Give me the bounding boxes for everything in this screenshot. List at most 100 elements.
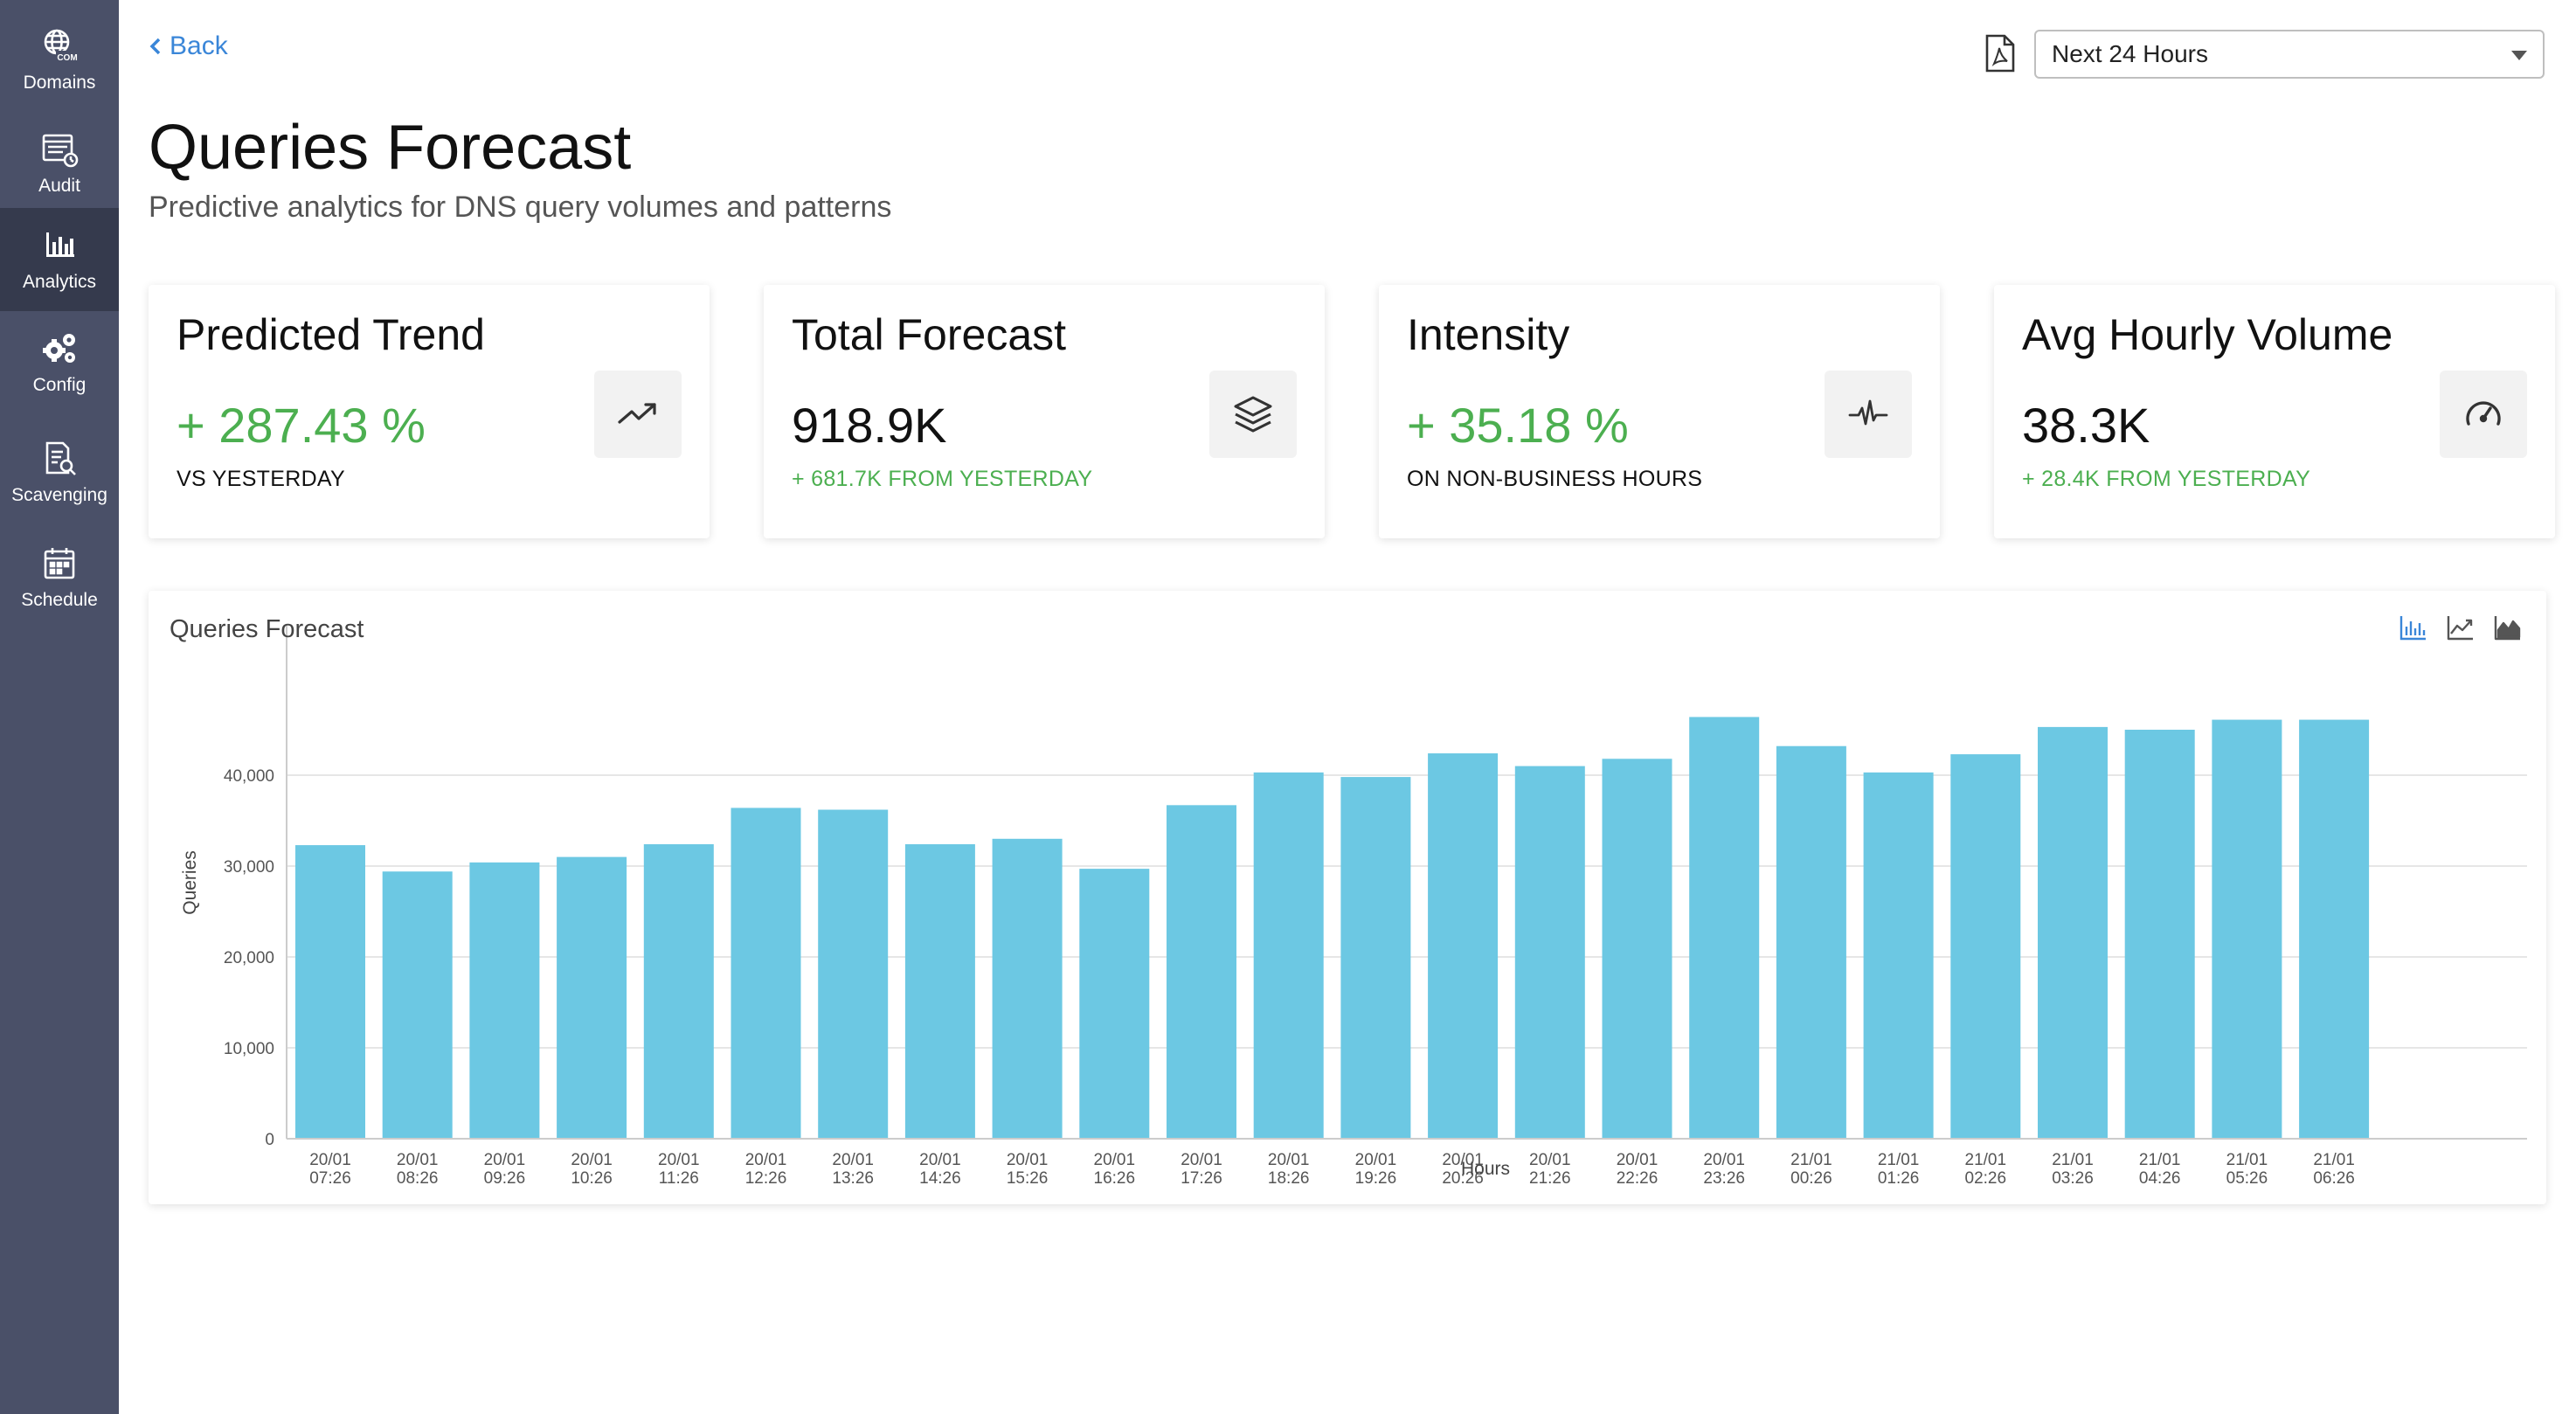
x-axis-title: Hours <box>1461 1159 1510 1179</box>
chart-bar <box>1863 772 1934 1139</box>
card-icon-box <box>1825 371 1912 458</box>
sidebar-item-domains[interactable]: COM Domains <box>0 9 119 112</box>
sidebar-item-audit[interactable]: Audit <box>0 112 119 215</box>
sidebar-item-label: Scavenging <box>11 485 107 505</box>
calendar-icon <box>44 548 75 579</box>
x-tick-label: 17:26 <box>1181 1169 1222 1188</box>
x-tick-label: 01:26 <box>1878 1169 1920 1188</box>
y-tick-label: 0 <box>265 1131 274 1149</box>
chart-bar <box>818 809 889 1139</box>
x-tick-label: 21/01 <box>2313 1151 2355 1169</box>
pdf-file-icon <box>1985 34 2015 73</box>
chart-bar <box>2299 719 2370 1139</box>
card-note: ON NON-BUSINESS HOURS <box>1407 467 1703 491</box>
x-tick-label: 20:26 <box>1442 1169 1484 1188</box>
x-tick-label: 21/01 <box>1965 1151 2007 1169</box>
y-axis-title: Queries <box>180 850 200 915</box>
card-note: + 28.4K FROM YESTERDAY <box>2022 467 2311 491</box>
page-subtitle: Predictive analytics for DNS query volum… <box>149 191 892 224</box>
sidebar-item-label: Schedule <box>21 590 98 610</box>
y-tick-label: 30,000 <box>224 858 274 877</box>
chart-bar <box>1689 717 1760 1139</box>
x-tick-label: 21/01 <box>1878 1151 1920 1169</box>
trending-up-icon <box>618 403 656 424</box>
x-tick-label: 20/01 <box>309 1151 351 1169</box>
time-range-select[interactable]: Next 24 Hours <box>2034 30 2545 79</box>
card-note: + 681.7K FROM YESTERDAY <box>792 467 1093 491</box>
chart-bar <box>643 844 714 1139</box>
chart-canvas: 010,00020,00030,00040,00020/0107:2620/01… <box>180 626 2527 1188</box>
globe-com-icon: COM <box>44 29 79 63</box>
sidebar-item-config[interactable]: Config <box>0 311 119 414</box>
x-tick-label: 20/01 <box>1529 1151 1571 1169</box>
y-tick-label: 40,000 <box>224 767 274 786</box>
predicted-trend-card: Predicted Trend + 287.43 % VS YESTERDAY <box>149 285 710 538</box>
area-chart-tool-button[interactable] <box>2492 612 2524 643</box>
chart-title: Queries Forecast <box>170 615 364 643</box>
x-tick-label: 12:26 <box>745 1169 787 1188</box>
x-tick-label: 14:26 <box>919 1169 961 1188</box>
x-tick-label: 15:26 <box>1007 1169 1049 1188</box>
chart-bar <box>2038 726 2108 1139</box>
x-tick-label: 13:26 <box>832 1169 874 1188</box>
x-tick-label: 08:26 <box>397 1169 439 1188</box>
y-tick-label: 10,000 <box>224 1040 274 1058</box>
chart-bar <box>731 808 801 1139</box>
back-link[interactable]: Back <box>149 31 228 61</box>
chart-bar <box>2124 730 2195 1139</box>
x-tick-label: 04:26 <box>2139 1169 2181 1188</box>
bar-chart-tool-icon <box>2399 616 2426 641</box>
document-search-icon <box>45 441 76 475</box>
page-title: Queries Forecast <box>149 113 632 183</box>
x-tick-label: 21/01 <box>2052 1151 2094 1169</box>
chart-bar <box>904 844 975 1139</box>
time-range-value: Next 24 Hours <box>2052 40 2208 67</box>
x-tick-label: 20/01 <box>1007 1151 1049 1169</box>
x-tick-label: 21/01 <box>2226 1151 2268 1169</box>
card-icon-box <box>1209 371 1297 458</box>
chart-bar <box>469 862 540 1139</box>
intensity-card: Intensity + 35.18 % ON NON-BUSINESS HOUR… <box>1379 285 1940 538</box>
x-tick-label: 09:26 <box>484 1169 526 1188</box>
bar-chart-icon <box>46 232 74 257</box>
card-value: + 35.18 % <box>1407 398 1629 453</box>
sidebar-item-label: Domains <box>23 73 96 93</box>
audit-list-icon <box>42 134 79 168</box>
chart-bar <box>1428 753 1499 1139</box>
chart-bar <box>1340 777 1411 1139</box>
sidebar-item-label: Analytics <box>22 272 97 292</box>
x-tick-label: 22:26 <box>1617 1169 1658 1188</box>
sidebar-item-analytics[interactable]: Analytics <box>0 208 119 311</box>
chart-bar <box>295 845 365 1139</box>
gauge-icon <box>2466 401 2501 426</box>
card-title: Predicted Trend <box>177 310 485 359</box>
x-tick-label: 20/01 <box>1094 1151 1136 1169</box>
chart-bar <box>1776 745 1846 1139</box>
card-value: + 287.43 % <box>177 398 426 453</box>
chevron-down-icon <box>2511 51 2527 60</box>
x-tick-label: 20/01 <box>658 1151 700 1169</box>
x-tick-label: 02:26 <box>1965 1169 2007 1188</box>
bar-chart-tool-button[interactable] <box>2398 612 2429 643</box>
card-title: Total Forecast <box>792 310 1067 359</box>
card-icon-box <box>2440 371 2527 458</box>
sidebar-item-scavenging[interactable]: Scavenging <box>0 421 119 524</box>
x-tick-label: 20/01 <box>745 1151 787 1169</box>
x-tick-label: 20/01 <box>1355 1151 1397 1169</box>
export-pdf-button[interactable] <box>1984 33 2017 73</box>
x-tick-label: 19:26 <box>1355 1169 1397 1188</box>
chart-bar <box>1079 869 1150 1139</box>
gears-icon <box>43 334 75 363</box>
chart-bar <box>2212 719 2282 1139</box>
sidebar-item-label: Config <box>32 375 87 395</box>
line-chart-tool-button[interactable] <box>2445 612 2476 643</box>
card-note: VS YESTERDAY <box>177 467 346 491</box>
x-tick-label: 16:26 <box>1094 1169 1136 1188</box>
y-tick-label: 20,000 <box>224 949 274 967</box>
x-tick-label: 21/01 <box>1790 1151 1832 1169</box>
x-tick-label: 21:26 <box>1529 1169 1571 1188</box>
x-tick-label: 20/01 <box>484 1151 526 1169</box>
x-tick-label: 20/01 <box>1181 1151 1222 1169</box>
chart-bar <box>1253 772 1324 1139</box>
sidebar-item-schedule[interactable]: Schedule <box>0 526 119 629</box>
